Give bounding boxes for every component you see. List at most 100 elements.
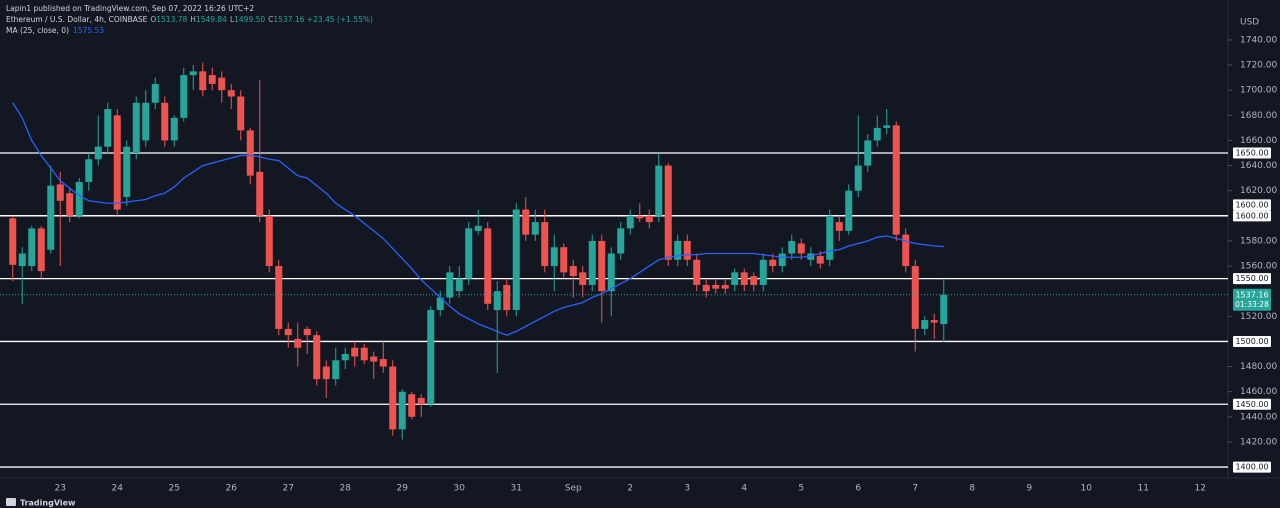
candle-body: [911, 266, 919, 329]
y-tick-label: 1700.00: [1240, 86, 1277, 96]
candle-body: [750, 276, 758, 285]
candle-body: [303, 328, 311, 336]
ma-name: MA (25, close, 0): [6, 26, 70, 35]
candle-body: [816, 256, 824, 264]
candle-body: [180, 75, 188, 118]
candle-body: [664, 165, 672, 260]
candle-body: [379, 359, 387, 367]
x-tick-label: 28: [340, 484, 352, 494]
x-tick-label: 5: [798, 484, 804, 494]
candle-body: [693, 259, 701, 285]
candle-body: [9, 218, 17, 265]
candle-body: [398, 391, 406, 430]
y-tick-label: 1720.00: [1240, 61, 1277, 71]
candle-body: [607, 253, 615, 292]
candle-body: [28, 228, 36, 267]
candle-body: [208, 75, 216, 84]
ohlc-key: C: [268, 15, 274, 24]
x-tick-label: 25: [169, 484, 180, 494]
candle-body: [123, 146, 131, 197]
candle-body: [636, 215, 644, 219]
y-tick-label: 1640.00: [1240, 161, 1277, 171]
level-label-box: [1233, 398, 1271, 410]
y-tick-label: 1580.00: [1240, 236, 1277, 246]
candle-body: [740, 272, 748, 285]
level-label: 1500.00: [1235, 337, 1268, 346]
candle-body: [47, 185, 55, 250]
y-tick-label: 1420.00: [1240, 437, 1277, 447]
candle-body: [104, 109, 112, 147]
y-tick-label: 1660.00: [1240, 136, 1277, 146]
ohlc-value: 1537.16: [273, 15, 305, 24]
x-tick-label: 12: [1195, 484, 1206, 494]
logo-icon: [6, 498, 16, 506]
y-tick-label: 1680.00: [1240, 111, 1277, 121]
candle-body: [142, 102, 150, 141]
candle-body: [474, 225, 482, 231]
candle-body: [598, 240, 606, 292]
symbol: Ethereum / U.S. Dollar, 4h, COINBASE: [6, 15, 148, 24]
ohlc-key: L: [229, 15, 235, 24]
candle-body: [465, 228, 473, 279]
header: Lapin1 published on TradingView.com, Sep…: [6, 3, 373, 36]
x-tick-label: 2: [627, 484, 633, 494]
candle-body: [408, 394, 416, 417]
candle-body: [626, 215, 634, 229]
candle-body: [189, 71, 197, 76]
candle-body: [199, 71, 207, 91]
candle-body: [512, 209, 520, 311]
candle-body: [370, 356, 378, 362]
candle-body: [132, 102, 140, 154]
x-tick-label: 26: [226, 484, 238, 494]
x-tick-label: 29: [397, 484, 409, 494]
level-label: 1650.00: [1235, 149, 1268, 158]
ohlc-value: 1499.50: [234, 15, 266, 24]
candle-body: [731, 272, 739, 285]
candle-body: [493, 291, 501, 311]
candle-body: [797, 243, 805, 254]
x-tick-label: 24: [112, 484, 124, 494]
candle-body: [892, 125, 900, 235]
x-tick-label: 3: [684, 484, 690, 494]
candle-body: [436, 297, 444, 311]
candle-body: [683, 240, 691, 260]
change: +23.45 (+1.55%): [306, 15, 373, 24]
candle-body: [541, 222, 549, 267]
x-tick-label: 10: [1081, 484, 1093, 494]
y-tick-label: 1740.00: [1240, 35, 1277, 45]
ma-line: [12, 102, 944, 336]
candle-body: [113, 115, 121, 210]
candle-body: [617, 228, 625, 254]
ohlc: O1513.78 H1549.84 L1499.50 C1537.16: [147, 15, 304, 24]
candle-body: [56, 184, 64, 201]
x-tick-label: 7: [912, 484, 918, 494]
candle-body: [66, 193, 74, 216]
candle-body: [265, 215, 273, 267]
publisher: Lapin1 published on TradingView.com, Sep…: [6, 4, 255, 13]
y-tick-label: 1460.00: [1240, 387, 1277, 397]
candle-body: [170, 117, 178, 141]
last-price-label: 1537.16: [1235, 290, 1268, 299]
x-tick-label: Sep: [565, 484, 582, 494]
level-label: 1400.00: [1235, 463, 1268, 472]
candle-body: [930, 320, 938, 323]
candle-body: [237, 96, 245, 131]
candle-body: [227, 90, 235, 97]
level-label: 1600.00: [1235, 200, 1268, 209]
x-tick-label: 8: [969, 484, 975, 494]
last-price-box: [1233, 288, 1271, 311]
level-label: 1550.00: [1235, 274, 1268, 283]
candle-body: [702, 284, 710, 292]
ohlc-value: 1513.78: [156, 15, 188, 24]
level-label-box: [1233, 199, 1271, 211]
candle-body: [778, 253, 786, 267]
y-tick-label: 1440.00: [1240, 412, 1277, 422]
x-tick-label: 23: [55, 484, 66, 494]
candle-body: [655, 165, 663, 216]
ohlc-key: H: [190, 15, 196, 24]
x-tick-label: 27: [283, 484, 294, 494]
candle-body: [550, 247, 558, 267]
currency: USD: [1240, 18, 1259, 28]
candle-body: [902, 234, 910, 267]
ma-value: 1575.53: [73, 26, 105, 35]
